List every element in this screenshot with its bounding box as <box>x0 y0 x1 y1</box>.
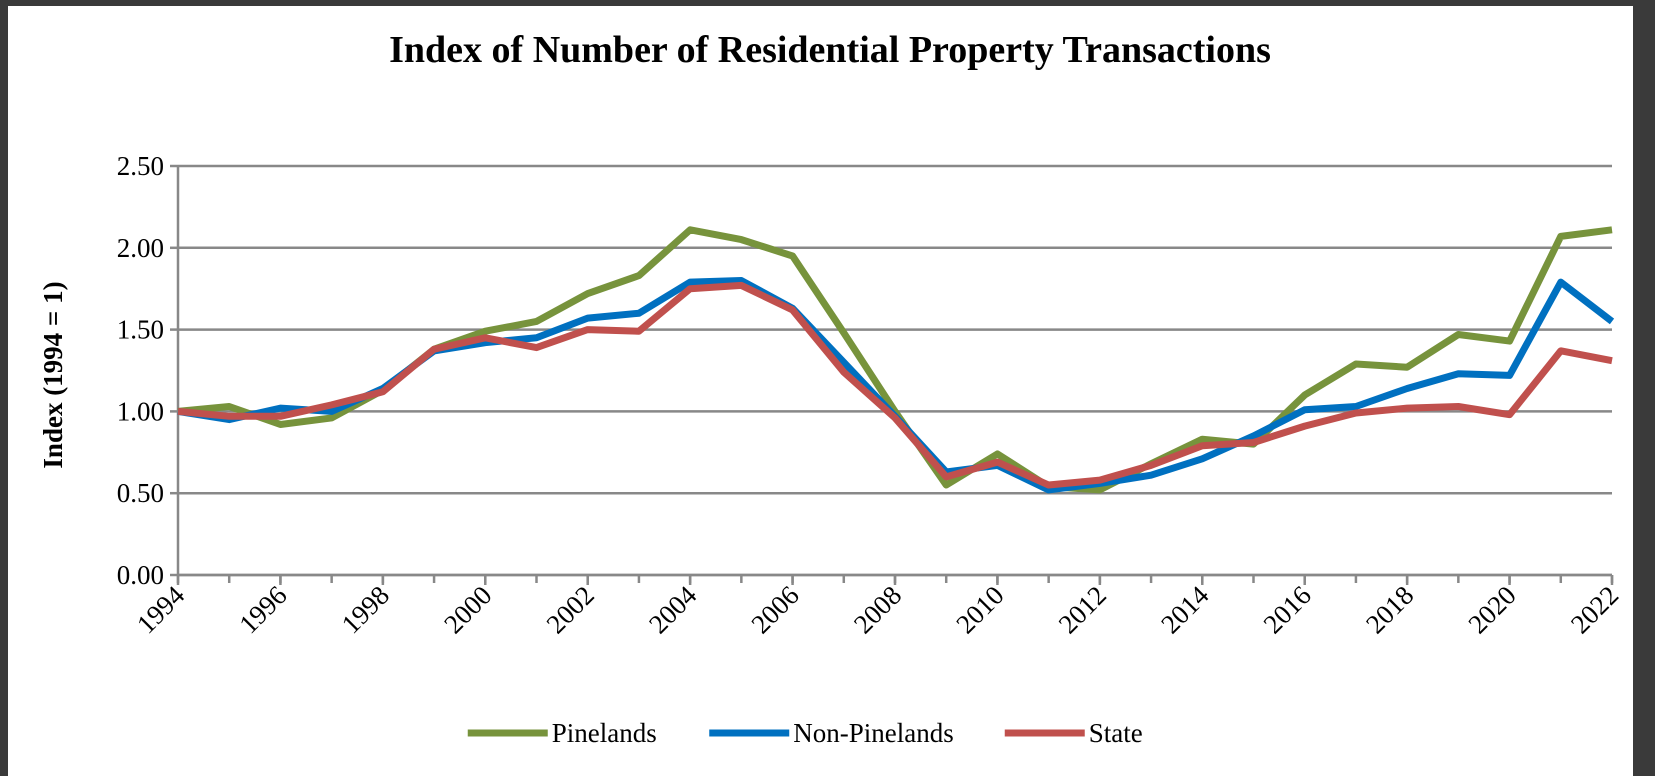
line-series <box>177 281 1613 489</box>
legend-label: State <box>1089 718 1143 748</box>
chart-title: Index of Number of Residential Property … <box>389 29 1271 71</box>
legend-label: Non-Pinelands <box>793 718 953 748</box>
y-tick-label: 1.50 <box>117 315 164 345</box>
y-axis-label: Index (1994 = 1) <box>38 281 68 468</box>
legend-label: Pinelands <box>552 718 657 748</box>
y-tick-label: 0.00 <box>117 560 164 590</box>
y-tick-label: 0.50 <box>117 478 164 508</box>
y-tick-label: 2.50 <box>117 151 164 181</box>
chart-background <box>8 6 1633 776</box>
y-tick-label: 2.00 <box>117 233 164 263</box>
y-tick-label: 1.00 <box>117 396 164 426</box>
